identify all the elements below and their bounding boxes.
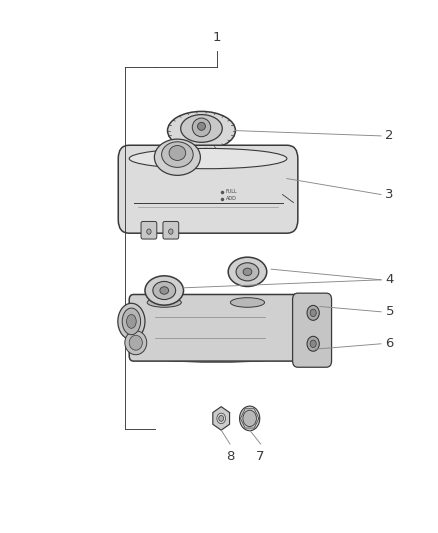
Ellipse shape [160,287,169,294]
Text: 7: 7 [256,450,265,463]
Text: 2: 2 [385,130,394,142]
Text: 5: 5 [385,305,394,318]
Ellipse shape [154,139,200,175]
Ellipse shape [125,330,147,355]
Ellipse shape [169,229,173,235]
Ellipse shape [230,297,265,307]
Ellipse shape [307,305,319,320]
Ellipse shape [169,146,186,160]
Ellipse shape [243,268,252,276]
Text: 8: 8 [226,450,234,463]
Ellipse shape [153,281,176,300]
Ellipse shape [127,314,136,328]
Ellipse shape [142,349,292,362]
Ellipse shape [180,115,223,142]
FancyBboxPatch shape [118,145,298,233]
Text: 6: 6 [385,337,394,350]
Ellipse shape [217,413,226,424]
Ellipse shape [219,416,223,421]
Polygon shape [213,407,230,430]
Ellipse shape [310,340,316,348]
Ellipse shape [310,309,316,317]
Ellipse shape [162,142,193,167]
Ellipse shape [147,297,181,307]
Ellipse shape [122,308,141,335]
Ellipse shape [118,303,145,340]
Ellipse shape [240,406,260,431]
Text: 3: 3 [385,188,394,201]
Ellipse shape [129,148,287,168]
Text: 1: 1 [212,31,221,44]
FancyBboxPatch shape [293,293,332,367]
Ellipse shape [129,335,142,350]
Ellipse shape [129,211,287,229]
Ellipse shape [236,263,259,281]
Ellipse shape [243,410,256,426]
Ellipse shape [145,276,184,305]
Ellipse shape [228,257,267,287]
Text: FULL: FULL [226,189,237,195]
Ellipse shape [192,118,211,136]
Text: 4: 4 [385,273,394,286]
Ellipse shape [307,336,319,351]
Ellipse shape [198,122,205,130]
FancyBboxPatch shape [129,294,304,361]
FancyBboxPatch shape [163,222,179,239]
Ellipse shape [168,111,236,150]
Ellipse shape [147,229,151,235]
FancyBboxPatch shape [141,222,157,239]
Text: ADD: ADD [226,196,237,201]
